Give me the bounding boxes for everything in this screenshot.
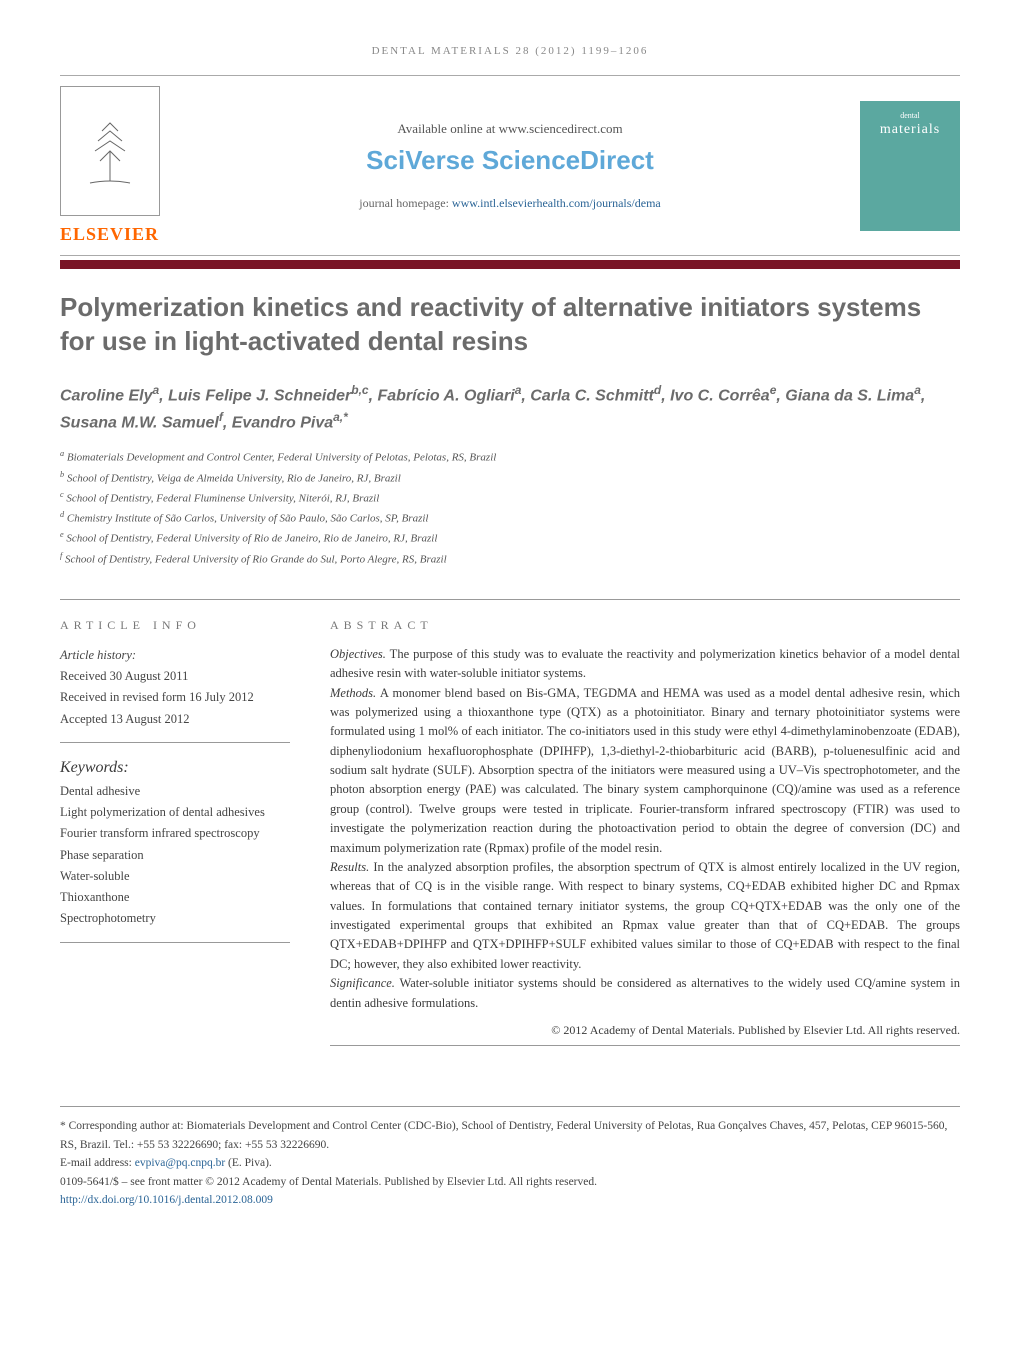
cover-materials-text: materials bbox=[880, 122, 940, 138]
results-label: Results. bbox=[330, 860, 369, 874]
abstract-column: ABSTRACT Objectives. The purpose of this… bbox=[330, 618, 960, 1047]
affiliation-item: e School of Dentistry, Federal Universit… bbox=[60, 528, 960, 548]
available-online-text: Available online at www.sciencedirect.co… bbox=[180, 121, 840, 137]
corresponding-author: * Corresponding author at: Biomaterials … bbox=[60, 1117, 960, 1154]
article-info-column: ARTICLE INFO Article history: Received 3… bbox=[60, 618, 290, 1047]
maroon-rule bbox=[60, 260, 960, 269]
keyword-item: Fourier transform infrared spectroscopy bbox=[60, 823, 290, 844]
abstract-results: Results. In the analyzed absorption prof… bbox=[330, 858, 960, 974]
two-column-content: ARTICLE INFO Article history: Received 3… bbox=[60, 599, 960, 1047]
article-info-heading: ARTICLE INFO bbox=[60, 618, 290, 633]
journal-cover-thumbnail: dental materials bbox=[860, 101, 960, 231]
affiliation-item: a Biomaterials Development and Control C… bbox=[60, 447, 960, 467]
history-received: Received 30 August 2011 bbox=[60, 666, 290, 687]
methods-text: A monomer blend based on Bis-GMA, TEGDMA… bbox=[330, 686, 960, 855]
authors-line: Caroline Elya, Luis Felipe J. Schneiderb… bbox=[60, 381, 960, 436]
results-text: In the analyzed absorption profiles, the… bbox=[330, 860, 960, 971]
keywords-heading: Keywords: bbox=[60, 759, 290, 777]
elsevier-wordmark: ELSEVIER bbox=[60, 224, 160, 245]
email-line: E-mail address: evpiva@pq.cnpq.br (E. Pi… bbox=[60, 1154, 960, 1172]
email-name: (E. Piva). bbox=[225, 1157, 272, 1169]
article-history: Article history: Received 30 August 2011… bbox=[60, 645, 290, 743]
email-label: E-mail address: bbox=[60, 1157, 135, 1169]
journal-homepage: journal homepage: www.intl.elsevierhealt… bbox=[180, 196, 840, 211]
history-heading: Article history: bbox=[60, 645, 290, 666]
running-header: DENTAL MATERIALS 28 (2012) 1199–1206 bbox=[60, 45, 960, 57]
abstract-methods: Methods. A monomer blend based on Bis-GM… bbox=[330, 684, 960, 858]
objectives-text: The purpose of this study was to evaluat… bbox=[330, 647, 960, 680]
abstract-body: Objectives. The purpose of this study wa… bbox=[330, 645, 960, 1040]
journal-homepage-label: journal homepage: bbox=[359, 196, 452, 210]
article-title: Polymerization kinetics and reactivity o… bbox=[60, 291, 960, 359]
journal-homepage-link[interactable]: www.intl.elsevierhealth.com/journals/dem… bbox=[452, 196, 661, 210]
footer-block: * Corresponding author at: Biomaterials … bbox=[60, 1106, 960, 1209]
significance-label: Significance. bbox=[330, 976, 395, 990]
header-center: Available online at www.sciencedirect.co… bbox=[180, 121, 840, 211]
keyword-item: Light polymerization of dental adhesives bbox=[60, 802, 290, 823]
keyword-item: Water-soluble bbox=[60, 866, 290, 887]
affiliation-item: f School of Dentistry, Federal Universit… bbox=[60, 549, 960, 569]
affiliation-item: c School of Dentistry, Federal Fluminens… bbox=[60, 488, 960, 508]
abstract-bottom-rule bbox=[330, 1045, 960, 1046]
keyword-item: Dental adhesive bbox=[60, 781, 290, 802]
see-front-matter: 0109-5641/$ – see front matter © 2012 Ac… bbox=[60, 1173, 960, 1191]
affiliation-item: b School of Dentistry, Veiga de Almeida … bbox=[60, 468, 960, 488]
page-root: DENTAL MATERIALS 28 (2012) 1199–1206 ELS… bbox=[0, 0, 1020, 1254]
cover-dental-text: dental bbox=[900, 111, 920, 120]
history-accepted: Accepted 13 August 2012 bbox=[60, 709, 290, 730]
keywords-list: Dental adhesiveLight polymerization of d… bbox=[60, 781, 290, 943]
objectives-label: Objectives. bbox=[330, 647, 386, 661]
methods-label: Methods. bbox=[330, 686, 376, 700]
elsevier-logo-block: ELSEVIER bbox=[60, 86, 160, 245]
email-link[interactable]: evpiva@pq.cnpq.br bbox=[135, 1157, 225, 1169]
abstract-copyright: © 2012 Academy of Dental Materials. Publ… bbox=[330, 1021, 960, 1040]
keyword-item: Thioxanthone bbox=[60, 887, 290, 908]
doi-link[interactable]: http://dx.doi.org/10.1016/j.dental.2012.… bbox=[60, 1194, 273, 1206]
affiliations: a Biomaterials Development and Control C… bbox=[60, 447, 960, 569]
abstract-heading: ABSTRACT bbox=[330, 618, 960, 633]
keyword-item: Spectrophotometry bbox=[60, 908, 290, 929]
elsevier-tree-icon bbox=[60, 86, 160, 216]
abstract-objectives: Objectives. The purpose of this study wa… bbox=[330, 645, 960, 684]
sciverse-logo: SciVerse ScienceDirect bbox=[180, 145, 840, 176]
significance-text: Water-soluble initiator systems should b… bbox=[330, 976, 960, 1009]
history-revised: Received in revised form 16 July 2012 bbox=[60, 687, 290, 708]
keyword-item: Phase separation bbox=[60, 845, 290, 866]
abstract-significance: Significance. Water-soluble initiator sy… bbox=[330, 974, 960, 1013]
header-bar: ELSEVIER Available online at www.science… bbox=[60, 75, 960, 256]
doi-line: http://dx.doi.org/10.1016/j.dental.2012.… bbox=[60, 1191, 960, 1209]
affiliation-item: d Chemistry Institute of São Carlos, Uni… bbox=[60, 508, 960, 528]
